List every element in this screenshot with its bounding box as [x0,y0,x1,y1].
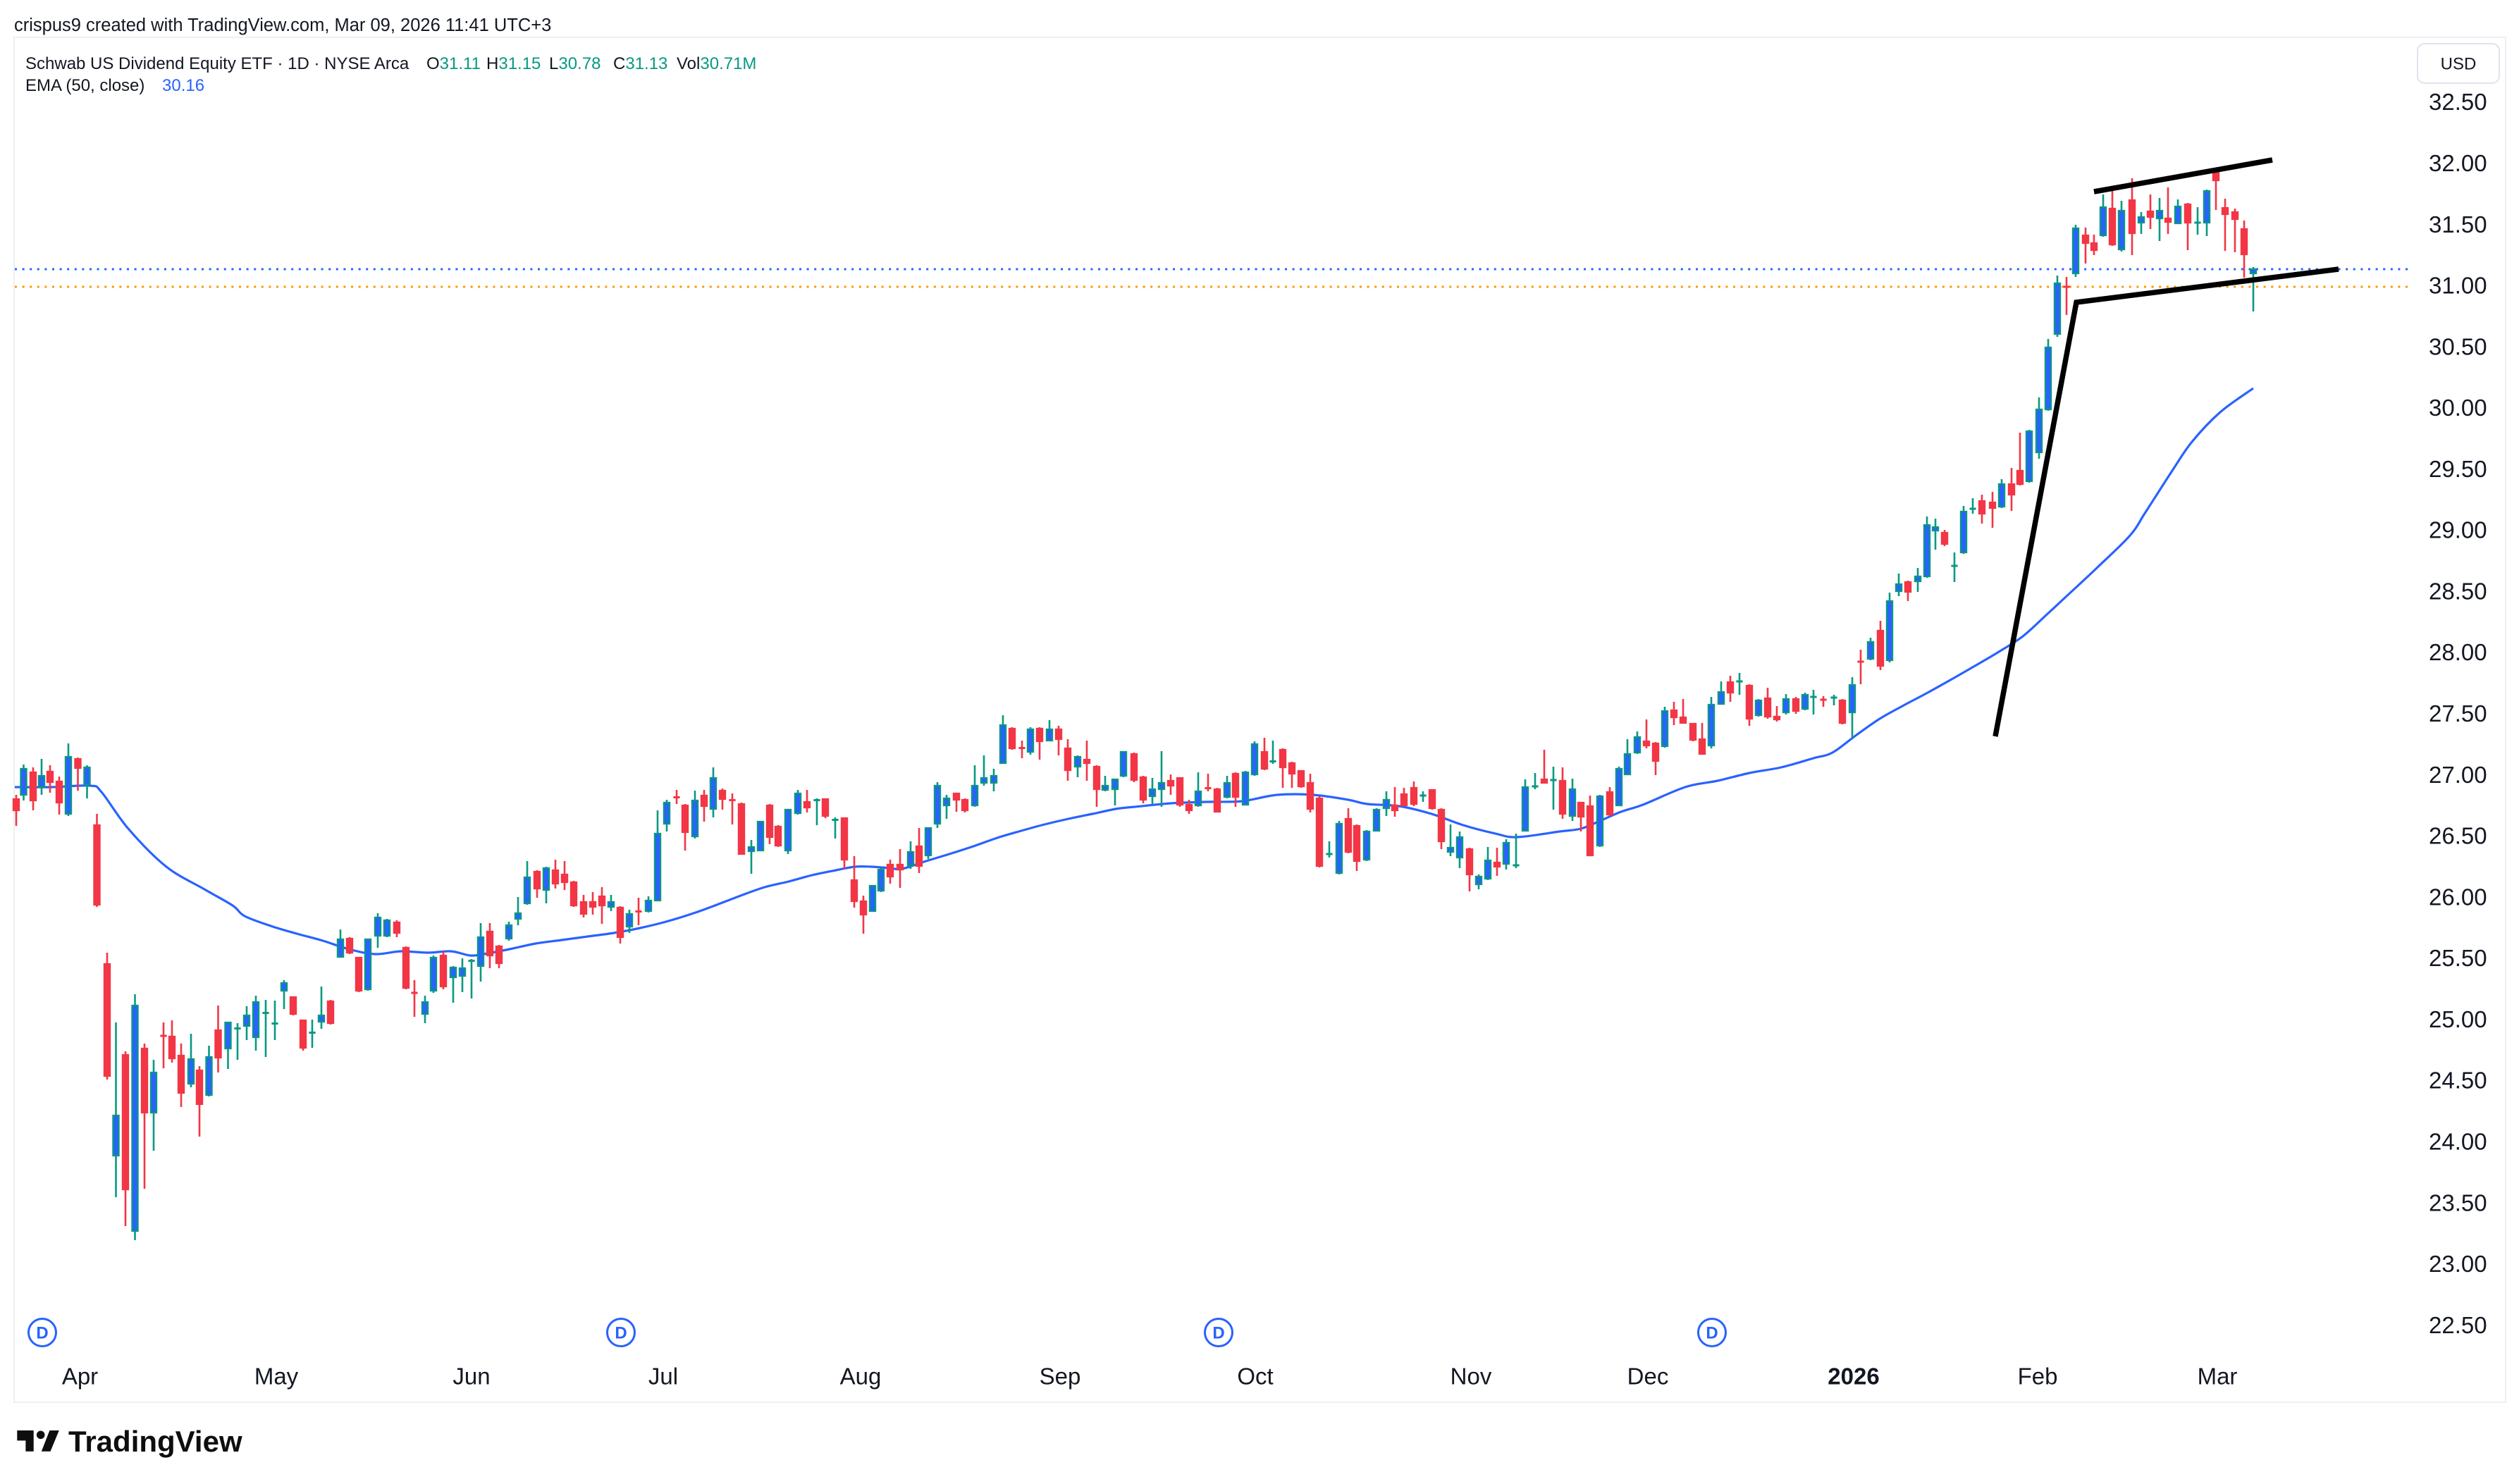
svg-text:25.50: 25.50 [2429,945,2487,971]
svg-text:Nov: Nov [1451,1364,1492,1390]
svg-text:22.50: 22.50 [2429,1312,2487,1338]
svg-text:Jul: Jul [648,1364,678,1390]
svg-text:30.50: 30.50 [2429,333,2487,359]
svg-text:26.50: 26.50 [2429,823,2487,849]
svg-text:D: D [615,1324,627,1343]
svg-text:USD: USD [2441,55,2477,74]
svg-text:EMA (50, close)30.16: EMA (50, close) 30.16 [25,76,204,95]
svg-text:24.50: 24.50 [2429,1068,2487,1094]
svg-text:May: May [254,1364,299,1390]
svg-text:29.00: 29.00 [2429,517,2487,543]
svg-text:24.00: 24.00 [2429,1129,2487,1155]
svg-text:28.00: 28.00 [2429,639,2487,665]
svg-text:31.00: 31.00 [2429,273,2487,299]
svg-text:32.50: 32.50 [2429,89,2487,115]
svg-text:31.50: 31.50 [2429,211,2487,237]
svg-text:Aug: Aug [840,1364,882,1390]
svg-text:TradingView: TradingView [68,1425,242,1458]
svg-text:32.00: 32.00 [2429,150,2487,176]
svg-text:crispus9 created with TradingV: crispus9 created with TradingView.com, M… [14,16,551,35]
svg-text:25.00: 25.00 [2429,1006,2487,1032]
svg-text:27.00: 27.00 [2429,762,2487,788]
svg-text:23.50: 23.50 [2429,1189,2487,1216]
svg-text:Sep: Sep [1040,1364,1081,1390]
svg-text:26.00: 26.00 [2429,884,2487,910]
svg-text:2026: 2026 [1828,1364,1879,1390]
svg-text:D: D [1706,1324,1718,1343]
svg-text:Feb: Feb [2018,1364,2058,1390]
svg-text:27.50: 27.50 [2429,700,2487,726]
svg-text:Oct: Oct [1237,1364,1273,1390]
svg-text:30.00: 30.00 [2429,395,2487,421]
svg-text:D: D [1212,1324,1224,1343]
svg-text:23.00: 23.00 [2429,1251,2487,1277]
svg-text:Apr: Apr [62,1364,98,1390]
svg-text:Dec: Dec [1627,1364,1669,1390]
svg-text:Schwab US Dividend Equity ETF: Schwab US Dividend Equity ETF · 1D · NYS… [25,54,756,73]
svg-text:Mar: Mar [2198,1364,2238,1390]
svg-text:28.50: 28.50 [2429,579,2487,605]
svg-text:Jun: Jun [452,1364,490,1390]
svg-text:29.50: 29.50 [2429,456,2487,482]
svg-text:D: D [36,1324,48,1343]
